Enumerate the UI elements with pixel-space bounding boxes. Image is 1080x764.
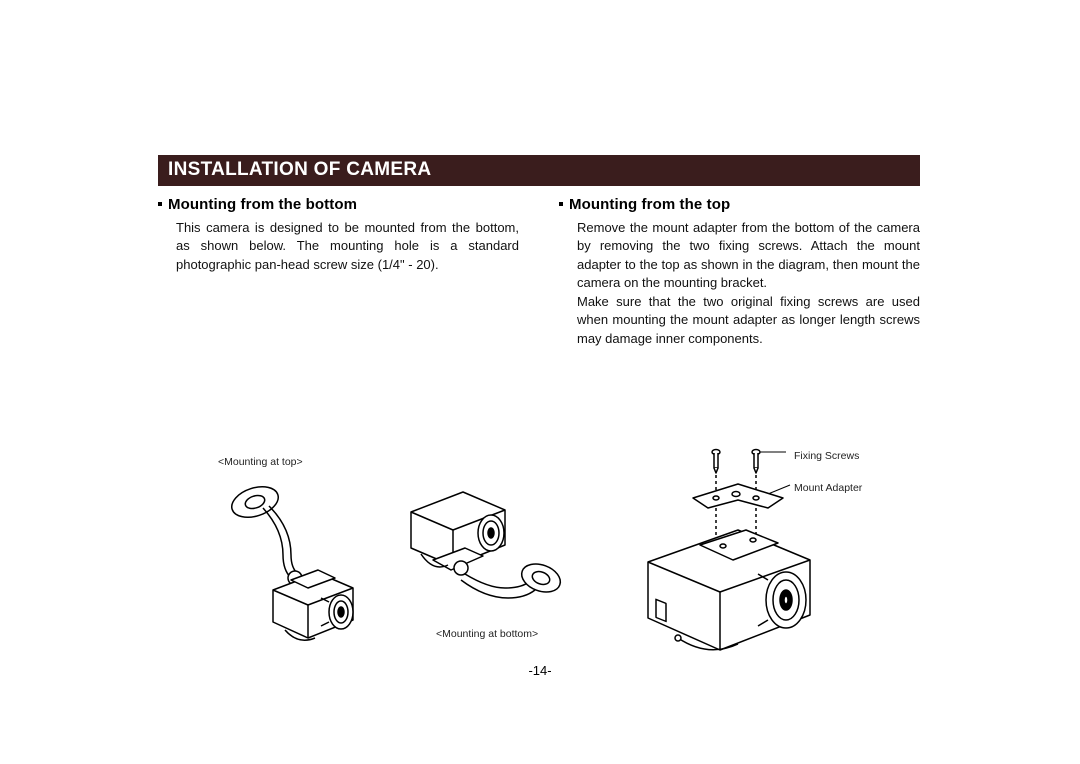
diagram-mount-adapter [608,440,868,670]
left-heading-text: Mounting from the bottom [168,196,357,213]
diagram-row: <Mounting at top> [158,440,920,670]
caption-mounting-top: <Mounting at top> [218,456,303,468]
left-body-text: This camera is designed to be mounted fr… [176,219,519,274]
page-content: INSTALLATION OF CAMERA Mounting from the… [158,155,920,348]
caption-mount-adapter: Mount Adapter [794,482,862,494]
left-subheading: Mounting from the bottom [158,196,519,213]
diagram-mounting-bottom [393,470,568,650]
caption-fixing-screws: Fixing Screws [794,450,859,462]
left-column: Mounting from the bottom This camera is … [158,196,519,348]
right-heading-text: Mounting from the top [569,196,730,213]
page-number: -14- [0,663,1080,678]
two-column-layout: Mounting from the bottom This camera is … [158,196,920,348]
right-subheading: Mounting from the top [559,196,920,213]
section-title: INSTALLATION OF CAMERA [158,155,920,186]
diagram-mounting-top [213,470,373,650]
bullet-icon [559,202,563,206]
right-column: Mounting from the top Remove the mount a… [559,196,920,348]
caption-mounting-bottom: <Mounting at bottom> [436,628,538,640]
right-body-text-2: Make sure that the two original fixing s… [577,293,920,348]
bullet-icon [158,202,162,206]
right-body-text-1: Remove the mount adapter from the bottom… [577,219,920,293]
